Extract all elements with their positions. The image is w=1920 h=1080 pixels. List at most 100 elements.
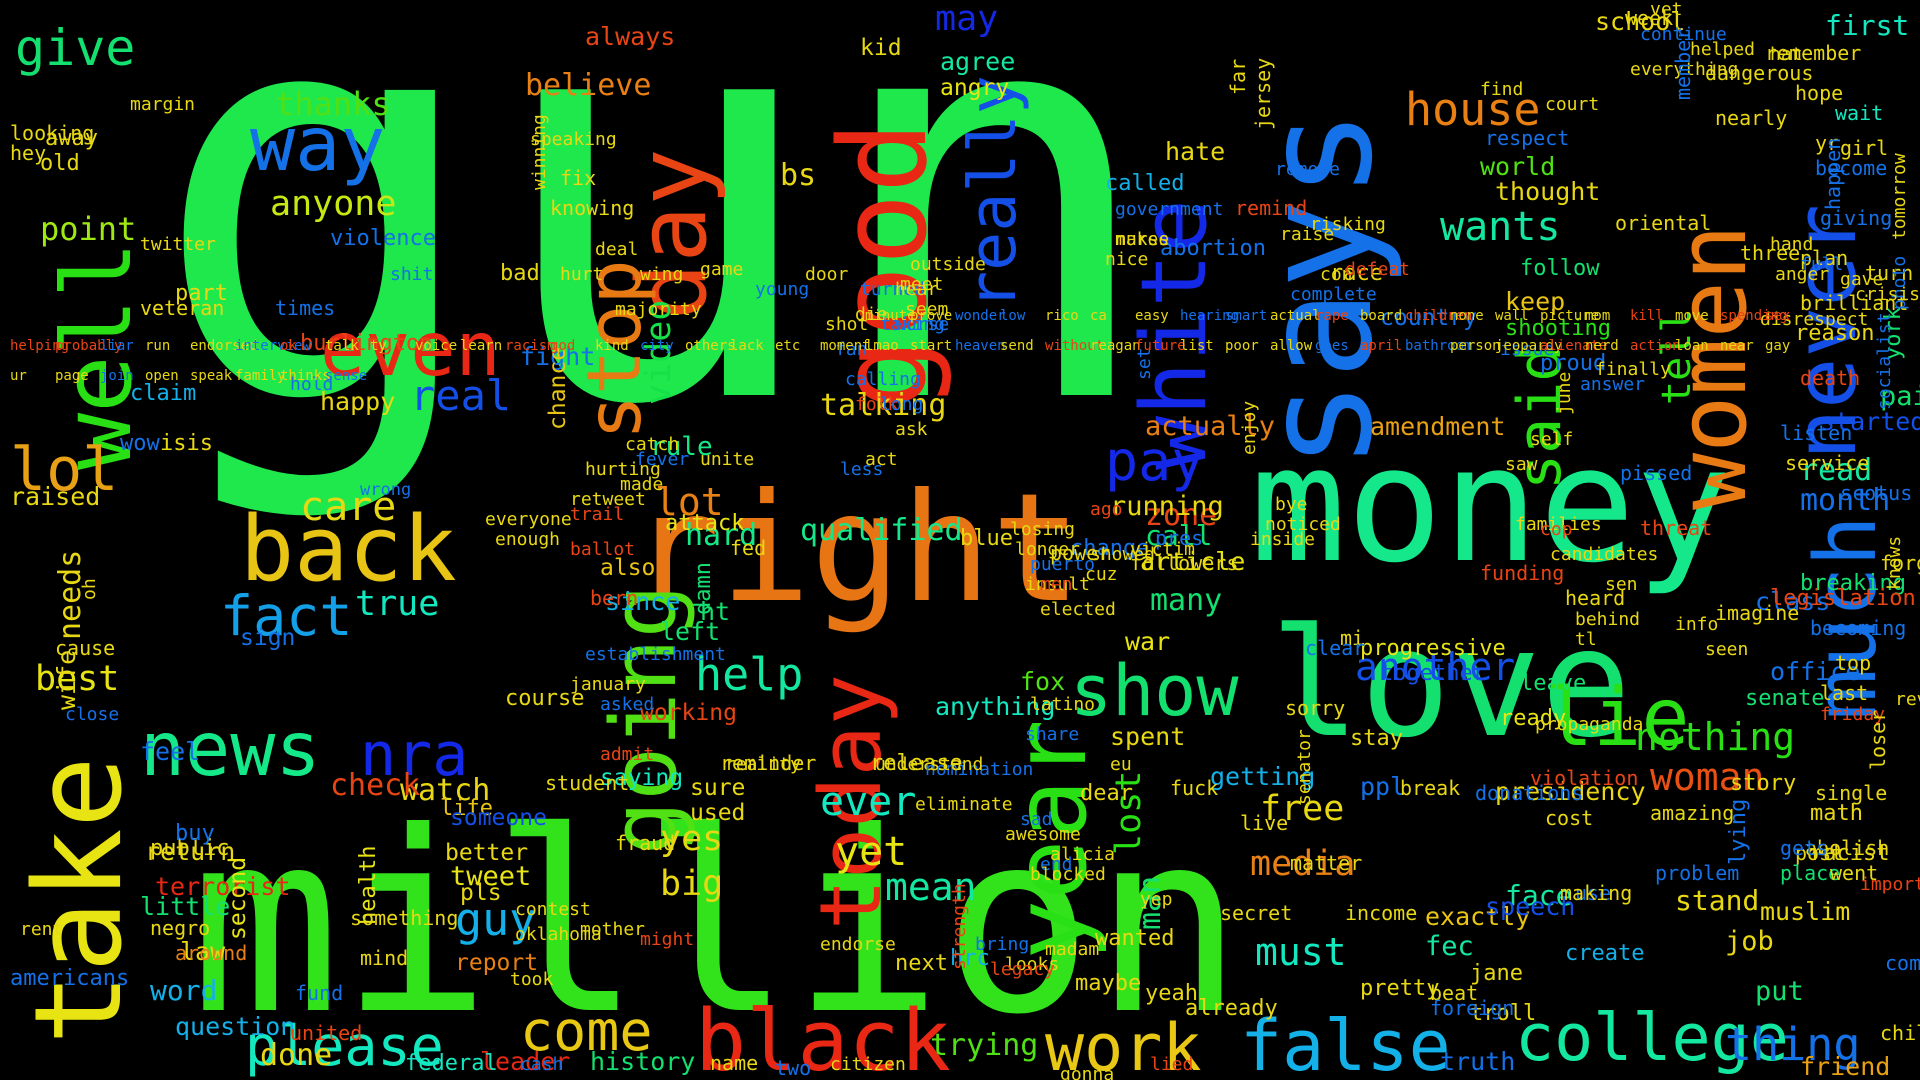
word-thought: thought <box>1495 177 1600 206</box>
word-cost: cost <box>1545 806 1593 830</box>
word-making: making <box>1560 881 1632 905</box>
word-catch: catch <box>625 434 679 455</box>
word-coming: coming <box>1885 951 1920 975</box>
word-income: income <box>1345 901 1417 925</box>
word-fix: fix <box>560 166 596 190</box>
word-hearing: hearing <box>1180 308 1239 324</box>
word-gave: gave <box>1840 269 1883 290</box>
word-fuck: fuck <box>1170 776 1218 800</box>
word-sign: sign <box>240 625 295 651</box>
word-gay: gay <box>1765 338 1790 354</box>
word-risking: risking <box>1310 214 1386 235</box>
word-winning: winning <box>529 114 550 190</box>
word-happen: happen <box>1821 138 1845 210</box>
word-nomination: nomination <box>925 759 1033 780</box>
word-scotus: scotus <box>1840 481 1912 505</box>
word-january: january <box>570 674 646 695</box>
word-eu: eu <box>1110 754 1132 775</box>
word-mom: mom <box>1585 308 1610 324</box>
word-use: use <box>1575 881 1611 905</box>
word-continue: continue <box>1640 24 1727 45</box>
word-forget: forget <box>1880 551 1920 575</box>
word-close: close <box>65 704 119 725</box>
word-gun: gun <box>150 0 1161 528</box>
word-helped: helped <box>1690 39 1755 60</box>
word-issue: issue <box>1500 339 1554 360</box>
word-actually: actually <box>1145 411 1275 442</box>
word-exactly: exactly <box>1425 902 1530 931</box>
word-lol: lol <box>10 435 118 505</box>
word-year: year <box>992 719 1109 960</box>
word-going: going <box>592 584 697 855</box>
word-everyone: everyone <box>485 509 572 530</box>
word-without: without <box>1045 338 1104 354</box>
word-next: next <box>895 951 948 976</box>
word-false: false <box>1240 1005 1451 1080</box>
word-propaganda: propaganda <box>1535 714 1643 735</box>
word-take: take <box>10 756 149 1045</box>
word-clear: clear <box>1305 636 1365 660</box>
word-trying: trying <box>930 1028 1038 1063</box>
word-went: went <box>1830 861 1878 885</box>
word-trail: trail <box>570 504 624 525</box>
word-becoming: becoming <box>1810 616 1906 640</box>
word-alienate: alienate <box>1540 338 1607 354</box>
word-house: house <box>1405 83 1540 136</box>
word-done: done <box>260 1038 332 1073</box>
word-post: post <box>1795 841 1843 865</box>
word-away: away <box>45 126 98 151</box>
word-retweet: retweet <box>570 489 646 510</box>
word-disrespect: disrespect <box>1760 309 1868 330</box>
word-call: call <box>1145 519 1212 552</box>
word-ready: ready <box>1500 706 1566 731</box>
word-stay: stay <box>1350 726 1403 751</box>
word-blocked: blocked <box>1030 864 1106 885</box>
word-paid: paid <box>1880 381 1920 412</box>
word-kill: kill <box>1630 308 1664 324</box>
word-raised: raised <box>10 482 100 511</box>
word-margin: margin <box>130 94 195 115</box>
word-terrorist: terrorist <box>155 872 290 901</box>
word-amazing: amazing <box>1650 801 1734 825</box>
word-rico: rico <box>1045 308 1079 324</box>
word-lot: lot <box>655 480 724 524</box>
word-everything: everything <box>1630 59 1738 80</box>
word-always: always <box>585 22 675 51</box>
word-cuz: cuz <box>1085 564 1118 585</box>
word-month: month <box>1800 483 1890 518</box>
word-wall: wall <box>1495 308 1529 324</box>
word-violation: violation <box>1530 766 1638 790</box>
word-student: student <box>545 771 629 795</box>
word-single: single <box>1815 781 1887 805</box>
word-used: used <box>690 800 745 826</box>
word-ever: ever <box>820 779 916 825</box>
word-interview: interview <box>235 338 311 354</box>
word-nerd: nerd <box>1585 338 1619 354</box>
word-oriental: oriental <box>1615 211 1711 235</box>
word-truth: truth <box>1440 1047 1515 1076</box>
word-jersey: jersey <box>1251 58 1275 130</box>
word-fever: fever <box>635 449 689 470</box>
word-many: many <box>1150 583 1222 618</box>
word-speak: speak <box>190 368 233 384</box>
word-isis: isis <box>160 431 213 456</box>
word-donations: donations <box>1475 781 1583 805</box>
word-hrc: hrc <box>950 946 990 971</box>
word-bern: bern <box>590 586 638 610</box>
word-set: set <box>1134 347 1155 380</box>
word-unite: unite <box>700 449 754 470</box>
word-secret: secret <box>1220 901 1292 925</box>
word-god: god <box>550 338 575 354</box>
word-ht: ht <box>700 597 730 626</box>
word-mother: mother <box>580 919 645 940</box>
word-job: job <box>1725 926 1774 957</box>
word-speech: speech <box>1485 892 1575 921</box>
word-plan: plan <box>1800 246 1848 270</box>
word-friend: friend <box>1800 1052 1890 1080</box>
word-blue: blue <box>960 526 1013 551</box>
word-men: men <box>1040 574 1073 595</box>
word-easy: easy <box>1135 308 1169 324</box>
word-called: called <box>1105 171 1184 196</box>
word-oh: oh <box>79 578 100 600</box>
word-talking: talking <box>820 388 946 423</box>
